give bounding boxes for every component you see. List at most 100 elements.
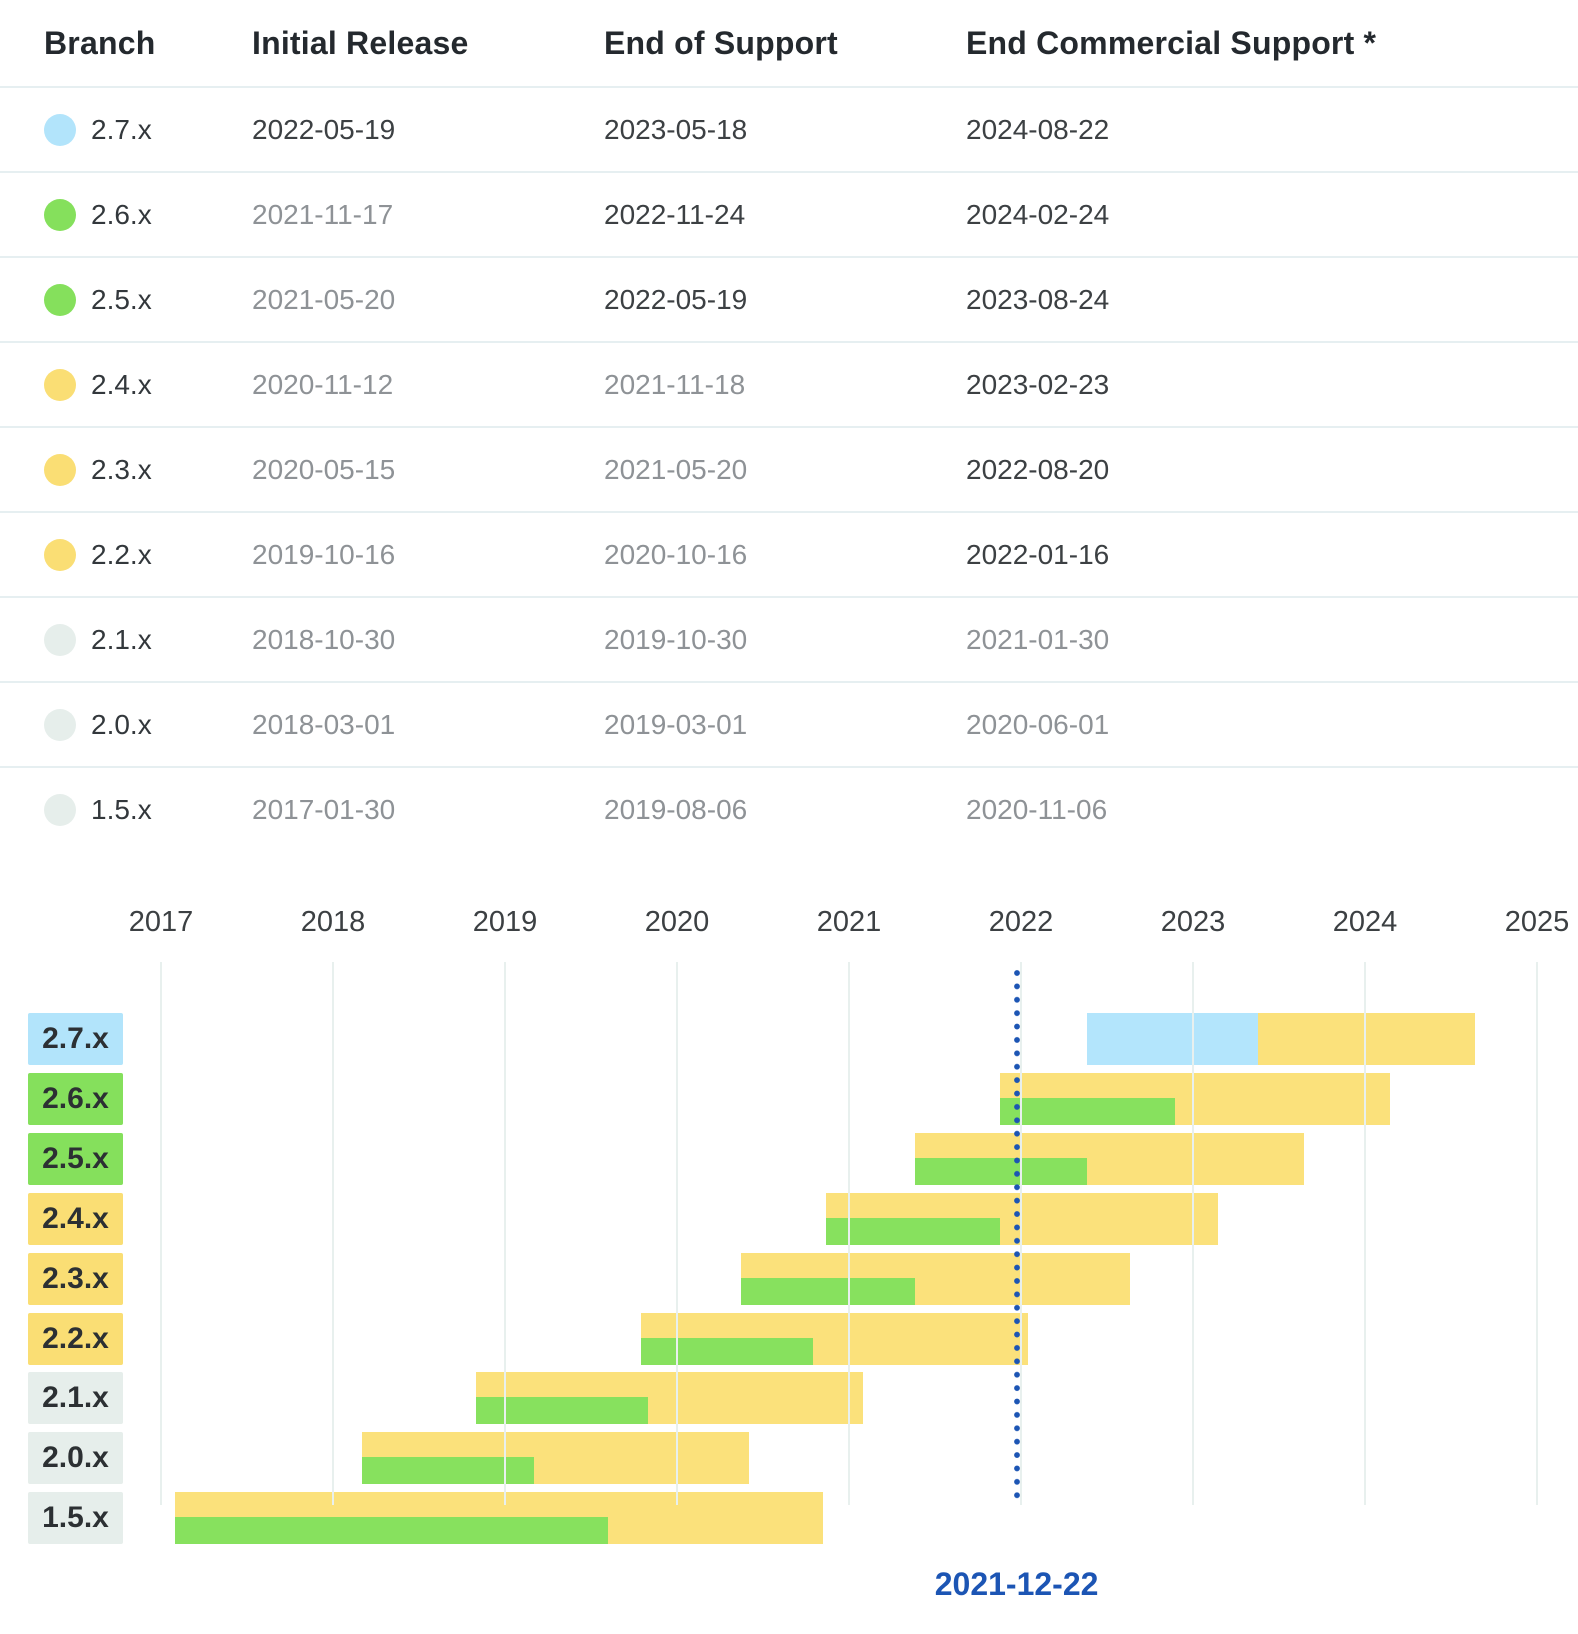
- initial-release-cell: 2022-05-19: [252, 113, 396, 145]
- year-gridline: [676, 962, 678, 1505]
- year-gridline: [1536, 962, 1538, 1505]
- chart-branch-label: 2.1.x: [28, 1372, 123, 1425]
- year-tick-label: 2024: [1332, 906, 1398, 938]
- branch-cell: 2.7.x: [44, 113, 252, 146]
- end-of-support-cell: 2019-03-01: [604, 708, 748, 740]
- active-support-bar: [999, 1097, 1176, 1125]
- year-gridline: [504, 962, 506, 1505]
- table-row: 2.0.x 2018-03-01 2019-03-01 2020-06-01: [0, 681, 1578, 766]
- active-support-bar: [361, 1457, 534, 1485]
- chart-branch-label: 2.6.x: [28, 1072, 123, 1125]
- branch-label: 1.5.x: [91, 793, 152, 825]
- branch-label: 2.4.x: [91, 368, 152, 400]
- table-row: 2.7.x 2022-05-19 2023-05-18 2024-08-22: [0, 86, 1578, 171]
- branch-status-dot: [44, 198, 76, 231]
- table-row: 2.4.x 2020-11-12 2021-11-18 2023-02-23: [0, 341, 1578, 426]
- end-commercial-support-cell: 2022-08-20: [966, 453, 1110, 485]
- end-commercial-support-cell: 2020-06-01: [966, 708, 1110, 740]
- branch-status-dot: [44, 538, 76, 571]
- initial-release-cell: 2020-05-15: [252, 453, 396, 485]
- table-header: Branch Initial Release End of Support En…: [0, 0, 1578, 86]
- year-gridline: [848, 962, 850, 1505]
- branch-cell: 2.0.x: [44, 708, 252, 741]
- snapshot-date-line: [1013, 968, 1020, 1503]
- initial-release-cell: 2021-05-20: [252, 283, 396, 315]
- end-of-support-cell: 2021-11-18: [604, 368, 746, 400]
- branch-label: 2.7.x: [91, 113, 152, 145]
- branch-status-dot: [44, 283, 76, 316]
- active-support-bar: [915, 1157, 1087, 1185]
- active-support-bar: [174, 1517, 608, 1545]
- end-of-support-cell: 2022-05-19: [604, 283, 748, 315]
- end-commercial-support-cell: 2024-08-22: [966, 113, 1110, 145]
- year-tick-label: 2025: [1504, 906, 1570, 938]
- initial-release-cell: 2020-11-12: [252, 368, 394, 400]
- end-commercial-support-cell: 2022-01-16: [966, 538, 1110, 570]
- table-row: 2.3.x 2020-05-15 2021-05-20 2022-08-20: [0, 426, 1578, 511]
- active-support-bar: [740, 1277, 916, 1305]
- chart-branch-label: 2.3.x: [28, 1252, 123, 1305]
- chart-branch-label: 2.5.x: [28, 1132, 123, 1185]
- year-tick-label: 2023: [1160, 906, 1226, 938]
- branch-label: 2.6.x: [91, 198, 152, 230]
- year-tick-label: 2022: [988, 906, 1054, 938]
- table-row: 2.5.x 2021-05-20 2022-05-19 2023-08-24: [0, 256, 1578, 341]
- column-header-initial-release: Initial Release: [252, 24, 469, 61]
- initial-release-cell: 2018-10-30: [252, 623, 396, 655]
- table-row: 1.5.x 2017-01-30 2019-08-06 2020-11-06: [0, 766, 1578, 851]
- end-commercial-support-cell: 2021-01-30: [966, 623, 1110, 655]
- branch-label: 2.1.x: [91, 623, 152, 655]
- year-gridline: [1020, 962, 1022, 1505]
- branch-cell: 2.2.x: [44, 538, 252, 571]
- year-tick-label: 2021: [816, 906, 882, 938]
- table-row: 2.2.x 2019-10-16 2020-10-16 2022-01-16: [0, 511, 1578, 596]
- active-support-bar: [1086, 1013, 1259, 1065]
- end-of-support-cell: 2019-08-06: [604, 793, 748, 825]
- column-header-branch: Branch: [44, 24, 156, 61]
- year-gridline: [332, 962, 334, 1505]
- branch-label: 2.2.x: [91, 538, 152, 570]
- support-timeline-chart: 2017 2018 2019 2020 2021 2022 2023 2024 2025 2.7…: [0, 890, 1578, 1634]
- initial-release-cell: 2021-11-17: [252, 198, 394, 230]
- year-gridline: [1192, 962, 1194, 1505]
- branch-status-dot: [44, 793, 76, 826]
- table-row: 2.6.x 2021-11-17 2022-11-24 2024-02-24: [0, 171, 1578, 256]
- end-commercial-support-cell: 2024-02-24: [966, 198, 1110, 230]
- branch-cell: 1.5.x: [44, 793, 252, 826]
- table-body: 2.7.x 2022-05-19 2023-05-18 2024-08-22 2.6.x…: [0, 86, 1578, 851]
- chart-branch-label: 2.0.x: [28, 1432, 123, 1485]
- end-of-support-cell: 2020-10-16: [604, 538, 748, 570]
- branch-status-dot: [44, 113, 76, 146]
- branch-label: 2.5.x: [91, 283, 152, 315]
- branch-cell: 2.4.x: [44, 368, 252, 401]
- branch-cell: 2.5.x: [44, 283, 252, 316]
- chart-branch-label: 2.2.x: [28, 1312, 123, 1365]
- table-row: 2.1.x 2018-10-30 2019-10-30 2021-01-30: [0, 596, 1578, 681]
- active-support-bar: [475, 1397, 648, 1425]
- initial-release-cell: 2019-10-16: [252, 538, 396, 570]
- support-table: Branch Initial Release End of Support En…: [0, 0, 1578, 851]
- end-commercial-support-cell: 2020-11-06: [966, 793, 1108, 825]
- end-of-support-cell: 2022-11-24: [604, 198, 746, 230]
- year-gridline: [1364, 962, 1366, 1505]
- active-support-bar: [825, 1217, 1001, 1245]
- initial-release-cell: 2017-01-30: [252, 793, 396, 825]
- end-of-support-cell: 2021-05-20: [604, 453, 748, 485]
- branch-cell: 2.1.x: [44, 623, 252, 656]
- year-tick-label: 2018: [300, 906, 366, 938]
- initial-release-cell: 2018-03-01: [252, 708, 396, 740]
- end-commercial-support-cell: 2023-02-23: [966, 368, 1110, 400]
- year-gridline: [160, 962, 162, 1505]
- year-tick-label: 2017: [128, 906, 194, 938]
- end-commercial-support-cell: 2023-08-24: [966, 283, 1110, 315]
- end-of-support-cell: 2023-05-18: [604, 113, 748, 145]
- column-header-end-commercial-support: End Commercial Support *: [966, 24, 1377, 61]
- column-header-end-of-support: End of Support: [604, 24, 838, 61]
- chart-branch-label: 2.4.x: [28, 1192, 123, 1245]
- branch-label: 2.0.x: [91, 708, 152, 740]
- branch-status-dot: [44, 368, 76, 401]
- year-tick-label: 2019: [472, 906, 538, 938]
- branch-status-dot: [44, 708, 76, 741]
- chart-branch-label: 2.7.x: [28, 1013, 123, 1065]
